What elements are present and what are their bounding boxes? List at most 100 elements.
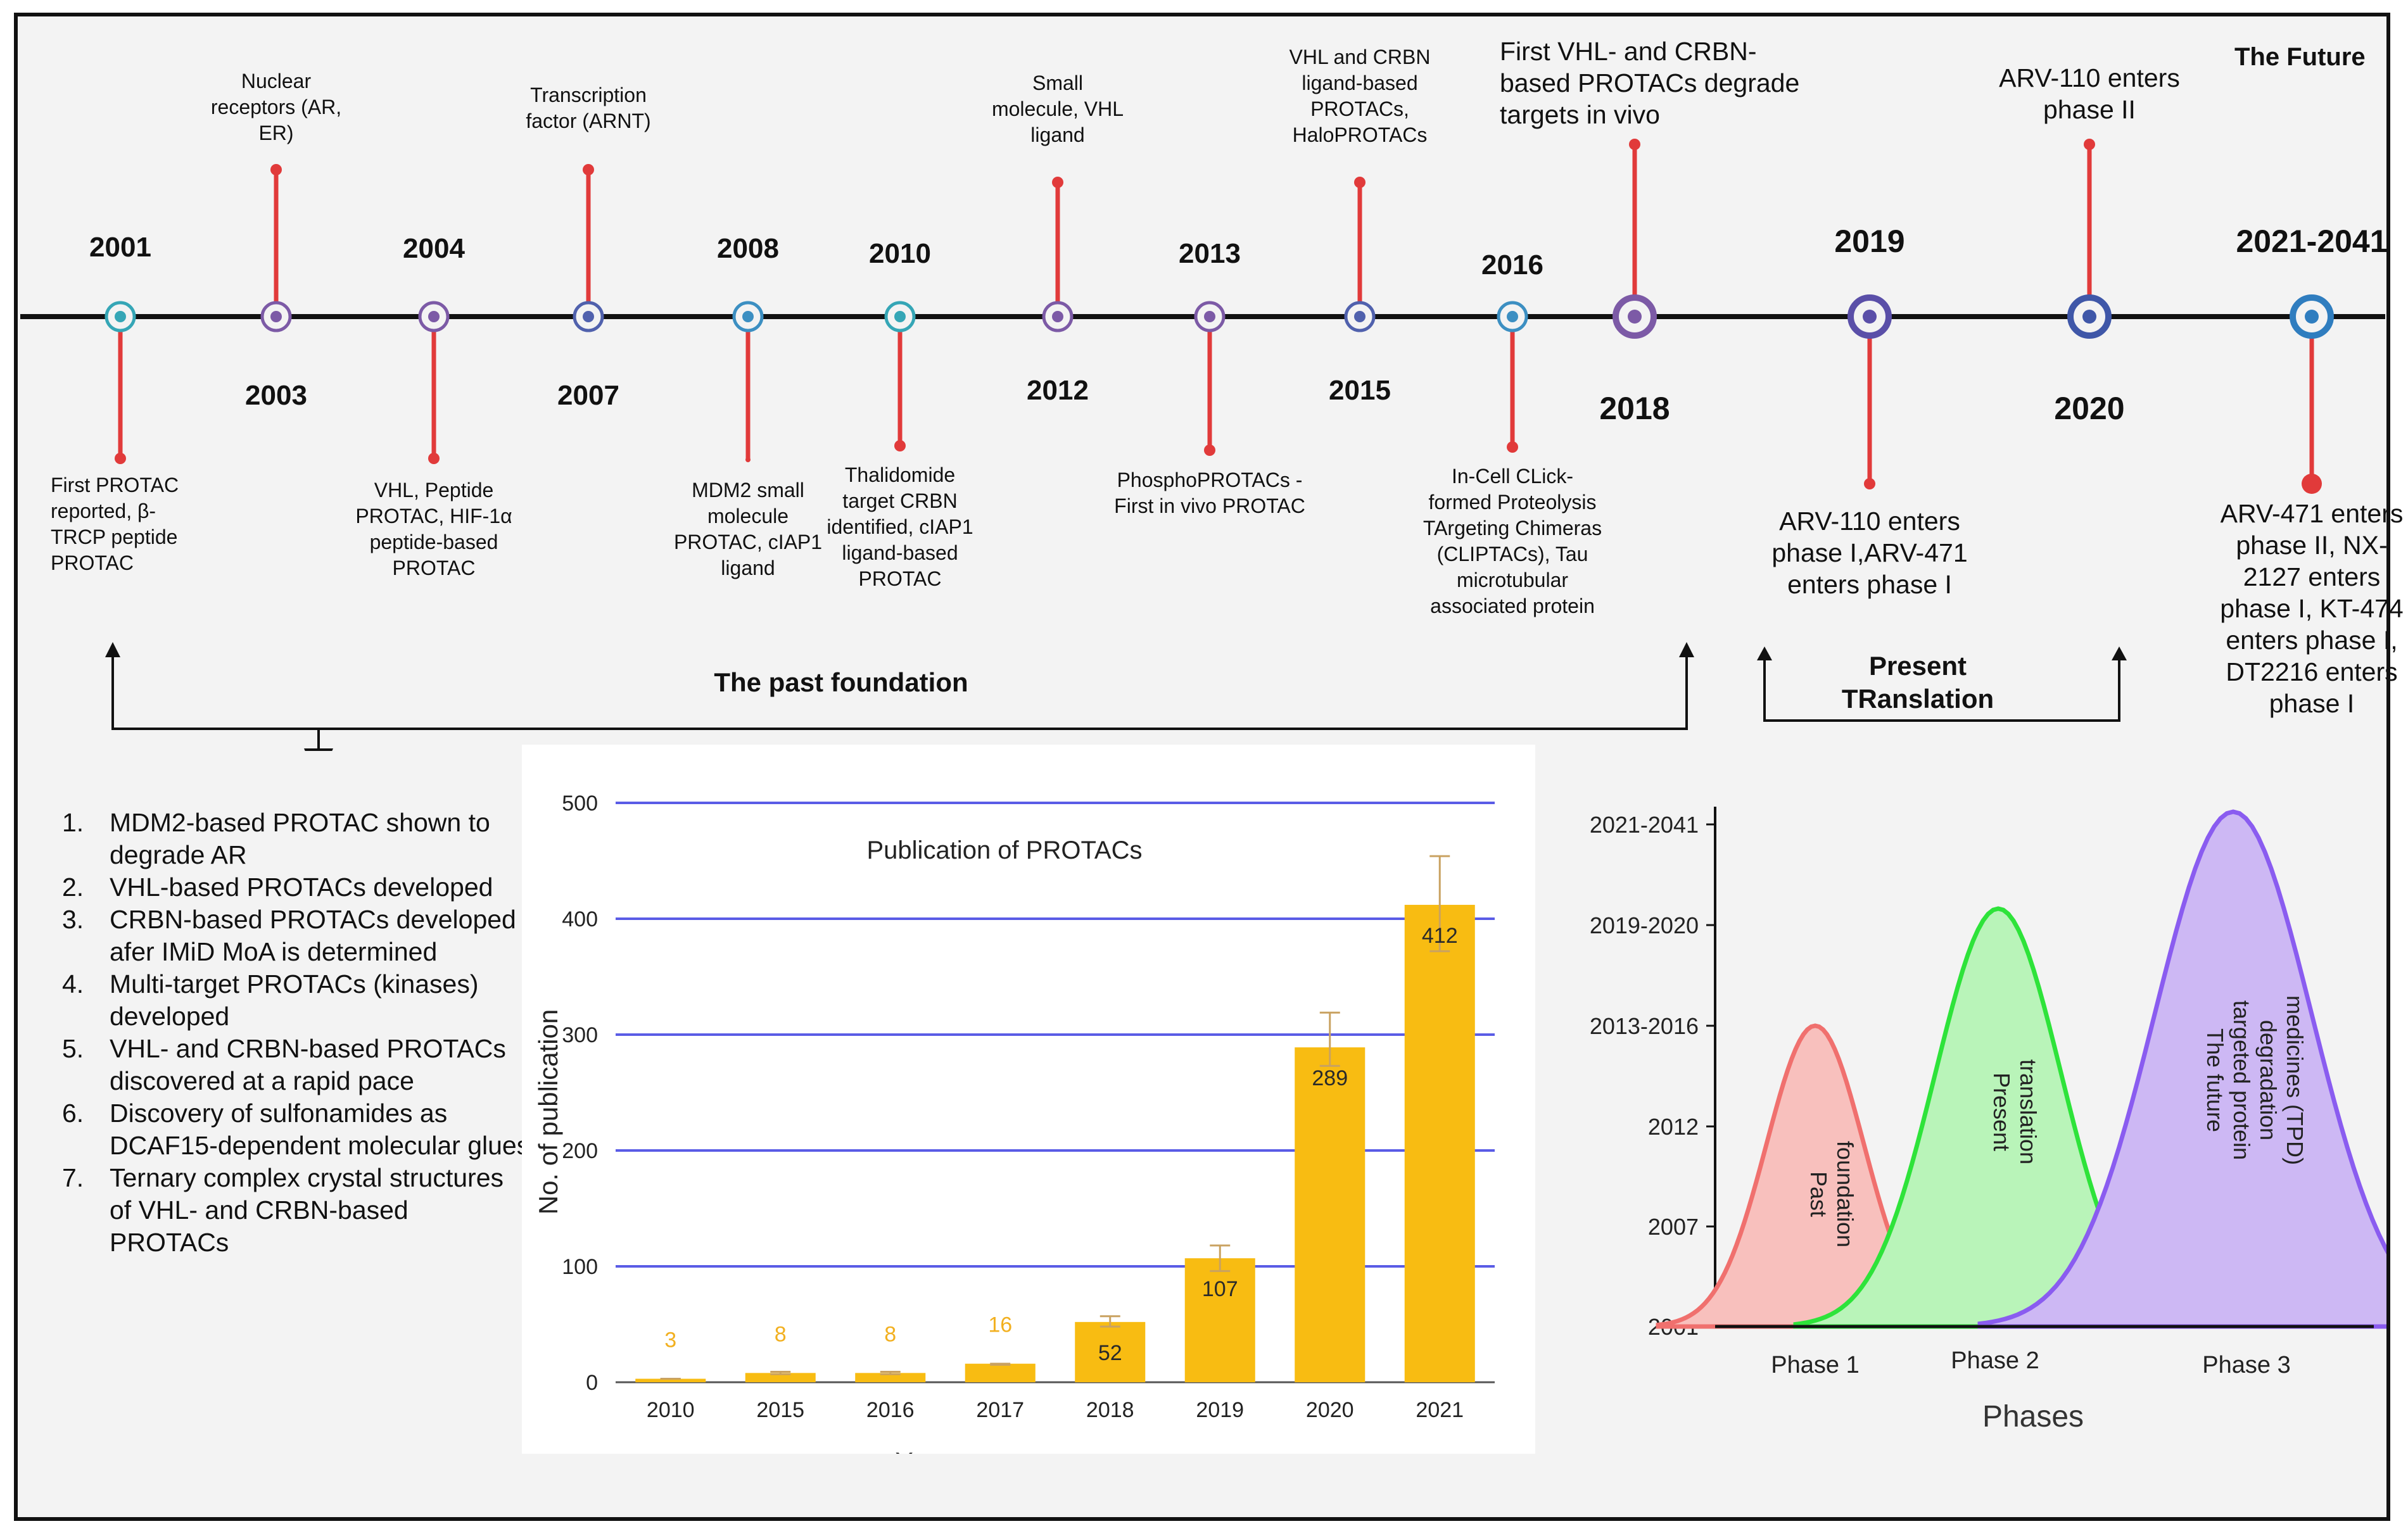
past-bracket-line (111, 656, 1688, 730)
event-node-center-2008 (742, 311, 754, 322)
year-label-2018: 2018 (1599, 391, 1670, 426)
milestone-text: Multi-target PROTACs (kinases) developed (110, 969, 479, 1031)
timeline-graphic (20, 139, 2385, 751)
milestone-text: VHL-based PROTACs developed (110, 873, 493, 902)
data-label-2017: 16 (988, 1313, 1012, 1337)
past-foundation-label: The past foundation (714, 667, 968, 697)
event-dot-2003 (270, 164, 282, 175)
event-dot-2019 (1864, 478, 1875, 489)
event-desc-2019: ARV-110 enters phase I,ARV-471 enters ph… (1771, 507, 1968, 599)
event-desc-2013: PhosphoPROTACs - First in vivo PROTAC (1114, 469, 1305, 517)
phase-y-tick-label: 2012 (1648, 1114, 1699, 1140)
year-label-2020: 2020 (2054, 391, 2125, 426)
x-tick-label: 2015 (756, 1398, 804, 1422)
phase-y-tick-label: 2019-2020 (1590, 912, 1699, 938)
milestone-item: 3. CRBN-based PROTACs developed afer IMiD… (62, 904, 531, 968)
event-node-center-2003 (270, 311, 282, 322)
event-node-center-2004 (428, 311, 440, 322)
event-dot-2004 (428, 453, 440, 464)
year-label-2016: 2016 (1481, 249, 1543, 280)
year-label-2004: 2004 (403, 233, 465, 264)
data-label-2015: 8 (775, 1322, 787, 1346)
year-label-2012: 2012 (1027, 375, 1089, 406)
milestone-text: MDM2-based PROTAC shown to degrade AR (110, 808, 490, 869)
bar-2019 (1184, 1258, 1255, 1382)
data-label-2016: 8 (884, 1322, 896, 1346)
event-dot-2018 (1629, 139, 1640, 150)
bar-2016 (855, 1373, 926, 1382)
phase-x-axis-label: Phases (1982, 1400, 2084, 1434)
year-label-2007: 2007 (557, 380, 619, 411)
present-bracket-arrow-left (1757, 646, 1772, 660)
event-node-center-2015 (1354, 311, 1366, 322)
data-label-2019: 107 (1202, 1277, 1238, 1301)
event-node-center-2007 (583, 311, 594, 322)
event-desc-2020: ARV-110 enters phase II (1999, 63, 2180, 124)
milestone-item: 1. MDM2-based PROTAC shown to degrade AR (62, 807, 531, 871)
event-node-center-2010 (894, 311, 906, 322)
year-label-2003: 2003 (245, 380, 307, 411)
milestone-text: VHL- and CRBN-based PROTACs discovered a… (110, 1034, 506, 1095)
event-node-center-2016 (1507, 311, 1518, 322)
bar-chart: 0 100 200 300 400 500 3 2010 8 2015 8 2016 16 2017 52 2… (533, 791, 1495, 1454)
bar-chart-panel (522, 745, 1535, 1454)
bar-x-axis-label: Year (896, 1447, 949, 1454)
down-arrow-head (304, 748, 333, 751)
event-desc-2012: Small molecule, VHL ligand (991, 72, 1124, 146)
bar-2020 (1295, 1047, 1366, 1382)
y-tick-label: 300 (562, 1023, 598, 1047)
phase-peak-label: The future (2202, 1028, 2228, 1132)
y-tick-label: 200 (562, 1139, 598, 1163)
phase-peak-label: Present (1989, 1073, 2015, 1151)
year-label-2008: 2008 (717, 233, 779, 264)
x-tick-label: 2017 (976, 1398, 1024, 1422)
year-label-2001: 2001 (89, 232, 151, 263)
milestone-number: 4. (62, 969, 84, 999)
phase-peak-3 (1977, 809, 2386, 1329)
present-translation-label: Present TRanslation (1841, 651, 1994, 714)
phase-peak-label: degradation (2255, 1020, 2281, 1140)
data-label-2010: 3 (664, 1328, 676, 1352)
data-label-2021: 412 (1422, 924, 1458, 948)
phase-x-tick-label: Phase 1 (1771, 1352, 1859, 1378)
milestone-item: 2. VHL-based PROTACs developed (62, 871, 531, 904)
bar-chart-title: Publication of PROTACs (867, 836, 1143, 864)
phase-y-tick-label: 2013-2016 (1590, 1013, 1699, 1039)
milestone-text: Ternary complex crystal structures of VH… (110, 1163, 504, 1257)
data-label-2020: 289 (1312, 1066, 1348, 1090)
event-desc-2021-2041: ARV-471 enters phase II, NX-2127 enters … (2220, 499, 2404, 718)
phase-peak-label: medicines (TPD) (2282, 995, 2308, 1165)
event-desc-2018: First VHL- and CRBN-based PROTACs degrad… (1500, 37, 1800, 129)
event-dot-2001 (115, 453, 126, 464)
y-tick-label: 0 (586, 1371, 598, 1395)
x-tick-label: 2016 (866, 1398, 915, 1422)
phase-x-tick-label: Phase 2 (1951, 1347, 2039, 1374)
event-dot-2020 (2084, 139, 2095, 150)
bar-2017 (965, 1363, 1036, 1382)
phase-peak-label: foundation (1832, 1141, 1858, 1247)
phase-chart: 2001200720122013-20162019-20202021-2041P… (1590, 807, 2386, 1434)
data-label-2018: 52 (1098, 1341, 1122, 1365)
milestone-item: 5. VHL- and CRBN-based PROTACs discovered… (62, 1033, 531, 1097)
year-label-2019: 2019 (1834, 224, 1905, 259)
milestone-number: 5. (62, 1034, 84, 1063)
event-desc-2003: Nuclear receptors (AR, ER) (210, 70, 342, 144)
y-tick-label: 400 (562, 907, 598, 931)
milestone-number: 2. (62, 873, 84, 902)
bar-y-axis-label: No. of publication (533, 1009, 563, 1215)
phase-y-tick-label: 2021-2041 (1590, 812, 1699, 838)
y-tick-label: 500 (562, 791, 598, 816)
event-node-center-2020 (2082, 310, 2096, 324)
event-desc-2010: Thalidomide target CRBN identified, cIAP… (827, 463, 973, 590)
event-dot-2010 (894, 440, 906, 451)
bar-2018 (1075, 1321, 1146, 1382)
event-dot-2021-2041 (2302, 474, 2322, 494)
phase-peak-label: targeted protein (2229, 1000, 2255, 1160)
x-tick-label: 2018 (1086, 1398, 1134, 1422)
y-tick-label: 100 (562, 1255, 598, 1279)
x-tick-label: 2020 (1306, 1398, 1354, 1422)
event-node-center-2012 (1052, 311, 1063, 322)
event-node-center-2013 (1204, 311, 1215, 322)
milestone-item: 6. Discovery of sulfonamides as DCAF15-de… (62, 1097, 531, 1162)
event-node-center-2001 (115, 311, 126, 322)
